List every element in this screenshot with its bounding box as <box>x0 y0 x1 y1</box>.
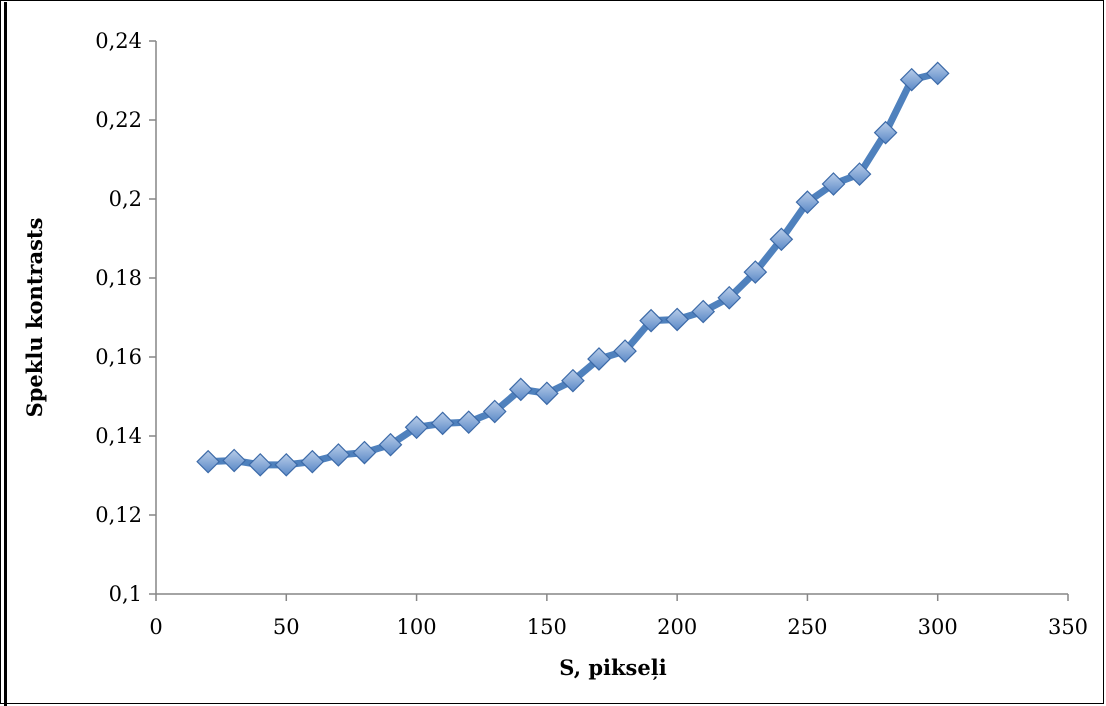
data-point-marker <box>847 162 872 186</box>
y-tick-label: 0,24 <box>95 29 142 53</box>
data-point-marker <box>899 67 924 92</box>
series-line <box>204 69 942 469</box>
data-point-marker <box>430 411 455 436</box>
data-point-marker <box>821 172 846 196</box>
y-tick-label: 0,22 <box>95 108 142 132</box>
data-point-marker <box>717 285 742 310</box>
data-point-marker <box>274 452 299 477</box>
y-tick-label: 0,14 <box>95 424 142 448</box>
data-point-marker <box>795 190 820 215</box>
y-tick-label: 0,1 <box>109 582 142 606</box>
data-point-marker <box>352 440 377 465</box>
data-point-marker <box>535 381 559 406</box>
x-tick-label: 350 <box>1048 615 1088 639</box>
data-point-marker <box>873 120 898 145</box>
series-group <box>196 61 950 477</box>
y-tick-label: 0,16 <box>95 345 142 369</box>
data-point-marker <box>925 61 950 86</box>
x-tick-label: 200 <box>657 615 697 639</box>
data-point-marker <box>769 227 794 252</box>
y-axis-title: Speklu kontrasts <box>22 218 47 418</box>
data-point-marker <box>222 448 247 473</box>
x-axis-ticks: 0 50 100 150 200 250 300 350 <box>149 594 1088 639</box>
x-tick-label: 50 <box>273 615 300 639</box>
data-point-marker <box>613 339 637 363</box>
data-point-marker <box>691 299 716 324</box>
x-axis-title: S, pikseļi <box>559 655 666 680</box>
x-tick-label: 0 <box>149 615 162 639</box>
data-point-marker <box>326 443 351 467</box>
data-point-marker <box>482 399 507 424</box>
y-tick-label: 0,18 <box>95 266 142 290</box>
data-point-marker <box>508 377 533 402</box>
data-point-marker <box>248 452 273 477</box>
axes <box>155 41 1068 595</box>
data-point-marker <box>561 368 585 393</box>
y-tick-label: 0,12 <box>95 503 142 527</box>
data-point-marker <box>639 308 663 333</box>
y-axis-ticks: 0,1 0,12 0,14 0,16 0,18 0,2 0,22 0,24 <box>95 29 156 606</box>
y-tick-label: 0,2 <box>109 187 142 211</box>
data-point-marker <box>300 449 325 474</box>
x-tick-label: 100 <box>397 615 437 639</box>
x-tick-label: 150 <box>527 615 567 639</box>
data-point-marker <box>456 410 481 435</box>
frame-left-edge <box>4 2 7 706</box>
data-point-marker <box>378 432 403 457</box>
data-point-marker <box>665 307 689 332</box>
data-point-marker <box>743 260 768 284</box>
data-point-marker <box>404 415 429 440</box>
x-tick-label: 250 <box>787 615 827 639</box>
data-point-marker <box>587 347 611 371</box>
data-point-marker <box>196 449 220 474</box>
x-tick-label: 300 <box>918 615 958 639</box>
